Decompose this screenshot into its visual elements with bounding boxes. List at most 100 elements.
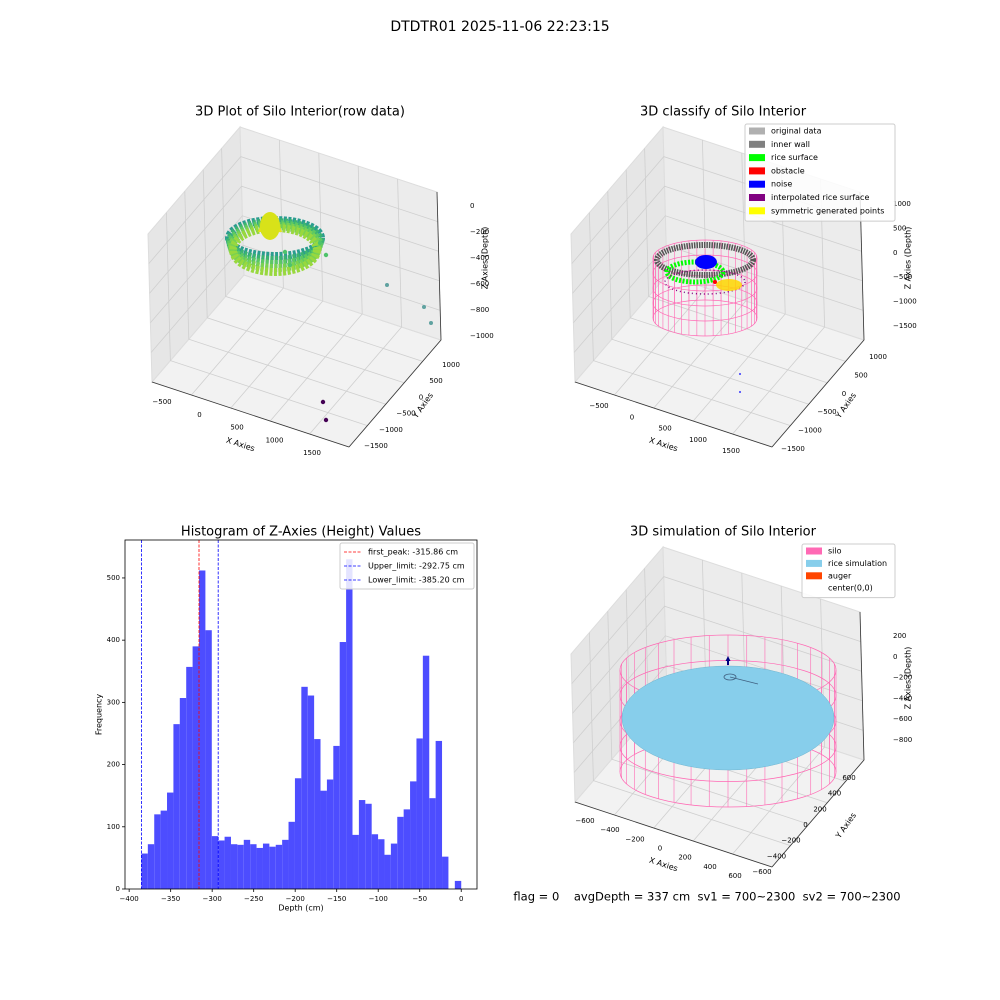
bar <box>173 724 180 889</box>
y-tick-label: −400 <box>767 852 786 860</box>
legend-swatch <box>806 559 822 567</box>
bar <box>230 844 238 889</box>
y-tick-label: 0 <box>419 393 423 401</box>
status-footer: flag = 0 avgDepth = 337 cm sv1 = 700~230… <box>513 890 900 904</box>
legend-label: Upper_limit: -292.75 cm <box>368 562 465 571</box>
legend-box <box>744 123 896 222</box>
bar <box>288 821 295 889</box>
y-tick-label: −200 <box>781 837 800 845</box>
x-tick-label: −300 <box>203 895 222 903</box>
z-tick-label: −400 <box>893 694 912 702</box>
pane-grid <box>309 178 403 435</box>
bar <box>326 779 334 889</box>
y-tick-label: 100 <box>107 823 120 831</box>
z-axis-label: Z Axies (Depth) <box>904 227 913 290</box>
axis-line <box>859 611 865 761</box>
bar <box>294 778 302 889</box>
legend-label: noise <box>771 180 792 189</box>
pane-grid <box>166 212 368 426</box>
bar <box>307 695 315 889</box>
x-tick-label: −200 <box>286 895 305 903</box>
bar <box>378 839 385 889</box>
legend-swatch <box>806 572 822 580</box>
y-tick-label: 500 <box>429 377 442 385</box>
bar <box>429 798 436 889</box>
bar <box>192 646 200 889</box>
bar <box>269 846 276 889</box>
z-tick-label: −600 <box>893 715 912 723</box>
subplot-title: Histogram of Z-Axies (Height) Values <box>181 525 421 540</box>
pane-grid <box>149 185 439 294</box>
y-axis-label: Frequency <box>95 694 104 736</box>
z-tick-label: −400 <box>470 254 489 262</box>
legend-swatch <box>806 547 822 555</box>
pane-grid <box>184 191 386 405</box>
y-tick-label: 300 <box>107 698 120 706</box>
bar <box>371 834 379 889</box>
bar <box>435 740 443 889</box>
inner-wall <box>654 242 756 278</box>
subplot-title: 3D Plot of Silo Interior(row data) <box>195 105 405 120</box>
bar <box>384 854 391 889</box>
x-tick-label: −150 <box>327 895 346 903</box>
x-tick-label: 0 <box>197 411 201 419</box>
point-cloud <box>260 212 280 240</box>
z-tick-label: 0 <box>470 202 474 210</box>
pane-grid <box>589 632 791 846</box>
bar <box>320 790 327 889</box>
x-tick-label: 500 <box>230 424 243 432</box>
silo-ring <box>652 269 758 307</box>
bar <box>205 630 212 889</box>
legend-label: first_peak: -315.86 cm <box>368 548 458 557</box>
bar <box>250 844 257 889</box>
x-tick-label: −200 <box>625 835 644 843</box>
bar <box>160 810 168 889</box>
bar <box>141 853 148 889</box>
rice-surface <box>664 259 726 285</box>
point <box>422 305 426 309</box>
z-axis-label: Z Axies (Depth) <box>481 227 490 290</box>
axis-line <box>436 191 442 341</box>
x-axis-label: Depth (cm) <box>278 904 323 913</box>
legend-swatch <box>749 140 765 148</box>
y-tick-label: −600 <box>752 868 771 876</box>
y-tick-label: 500 <box>107 574 120 582</box>
z-tick-label: −500 <box>893 273 912 281</box>
pane-grid <box>644 148 846 362</box>
x-tick-label: −50 <box>412 895 427 903</box>
z-tick-label: −800 <box>893 736 912 744</box>
x-tick-label: 200 <box>678 854 691 862</box>
legend-swatch <box>749 207 765 215</box>
pane-grid <box>150 215 440 324</box>
bar <box>186 666 193 889</box>
symmetric <box>716 279 742 291</box>
legend-label: inner wall <box>771 140 810 149</box>
bar <box>416 738 423 889</box>
legend-swatch <box>749 154 765 162</box>
x-tick-label: −500 <box>589 402 608 410</box>
center-arrow <box>725 656 731 665</box>
point <box>317 240 323 246</box>
bar <box>314 739 321 889</box>
bar <box>167 792 174 889</box>
pane-grid <box>269 165 363 422</box>
bar <box>237 844 244 889</box>
bar <box>301 686 308 889</box>
legend-label: silo <box>828 547 842 556</box>
x-tick-label: −500 <box>152 398 171 406</box>
y-tick-label: −500 <box>396 410 415 418</box>
legend-label: obstacle <box>771 166 805 175</box>
auger <box>723 673 737 681</box>
legend-swatch <box>749 167 765 175</box>
point <box>320 399 326 405</box>
point <box>739 391 741 393</box>
plot-frame <box>124 539 478 890</box>
z-axis-label: Z Axies (Depth) <box>904 647 913 710</box>
bar <box>262 843 270 889</box>
point <box>287 262 293 268</box>
z-tick-label: −800 <box>470 306 489 314</box>
pane-grid <box>607 611 809 825</box>
bar <box>199 570 206 889</box>
x-tick-label: 0 <box>658 845 662 853</box>
